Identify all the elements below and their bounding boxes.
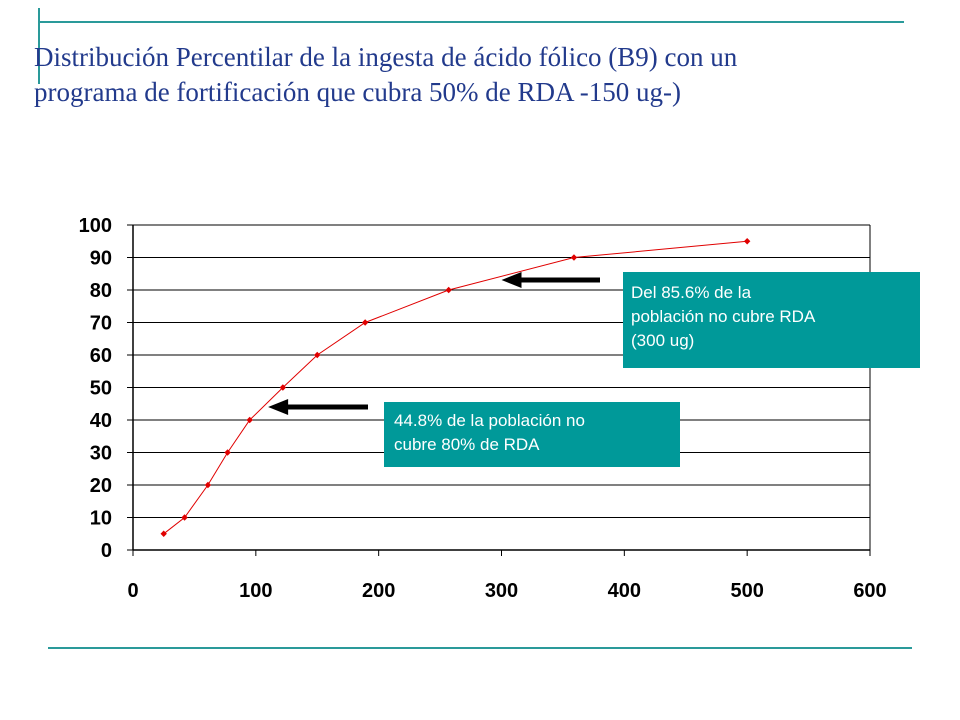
y-tick-label-50: 50 xyxy=(90,378,112,400)
data-point-5 xyxy=(279,384,287,391)
y-tick-label-70: 70 xyxy=(90,313,112,335)
left-rule xyxy=(38,8,40,84)
data-point-0 xyxy=(160,530,167,537)
data-point-1 xyxy=(181,514,188,521)
top-rule xyxy=(38,21,904,23)
data-point-6 xyxy=(314,351,321,359)
data-point-8 xyxy=(445,286,452,294)
y-tick-label-0: 0 xyxy=(101,540,112,562)
annotation-80-rda: 44.8% de la población no cubre 80% de RD… xyxy=(384,402,680,467)
arrow-rda-head xyxy=(501,272,522,288)
y-tick-label-40: 40 xyxy=(90,410,112,432)
annotation-80-line-2: cubre 80% de RDA xyxy=(394,435,540,454)
annotation-80-line-1: 44.8% de la población no xyxy=(394,411,585,430)
data-point-3 xyxy=(224,449,231,456)
annotation-rda-line-2: población no cubre RDA xyxy=(631,307,816,326)
chart-tick-labels: 0 10 20 30 40 50 60 70 80 90 100 0 100 200 300 400 500 60… xyxy=(79,215,887,602)
y-tick-label-60: 60 xyxy=(90,345,112,367)
y-tick-label-100: 100 xyxy=(79,215,112,237)
arrow-80-rda-head xyxy=(268,399,289,415)
annotation-rda: Del 85.6% de la población no cubre RDA (… xyxy=(623,272,920,368)
y-tick-label-80: 80 xyxy=(90,280,112,302)
slide-title: Distribución Percentilar de la ingesta d… xyxy=(34,40,934,110)
annotation-rda-line-3: (300 ug) xyxy=(631,331,695,350)
chart-arrows xyxy=(268,272,600,415)
data-point-7 xyxy=(361,319,369,326)
chart-series xyxy=(160,238,751,537)
title-line-2: programa de fortificación que cubra 50% … xyxy=(34,77,682,107)
arrow-rda-shaft xyxy=(520,277,600,283)
data-point-10 xyxy=(743,238,751,245)
title-line-1: Distribución Percentilar de la ingesta d… xyxy=(34,42,738,72)
x-tick-label-300: 300 xyxy=(485,580,518,602)
x-tick-label-0: 0 xyxy=(127,580,138,602)
data-point-4 xyxy=(246,416,253,424)
x-tick-label-600: 600 xyxy=(853,580,886,602)
data-point-2 xyxy=(204,481,212,489)
x-tick-label-200: 200 xyxy=(362,580,395,602)
y-tick-label-30: 30 xyxy=(90,443,112,465)
arrow-80-rda-shaft xyxy=(287,404,368,410)
data-point-9 xyxy=(570,254,578,261)
annotation-rda-line-1: Del 85.6% de la xyxy=(631,283,752,302)
x-tick-label-400: 400 xyxy=(608,580,641,602)
chart-axes xyxy=(127,224,871,556)
y-tick-label-10: 10 xyxy=(90,508,112,530)
y-tick-label-20: 20 xyxy=(90,475,112,497)
x-tick-label-500: 500 xyxy=(730,580,763,602)
y-tick-label-90: 90 xyxy=(90,248,112,270)
x-tick-label-100: 100 xyxy=(239,580,272,602)
bottom-rule xyxy=(48,647,912,649)
